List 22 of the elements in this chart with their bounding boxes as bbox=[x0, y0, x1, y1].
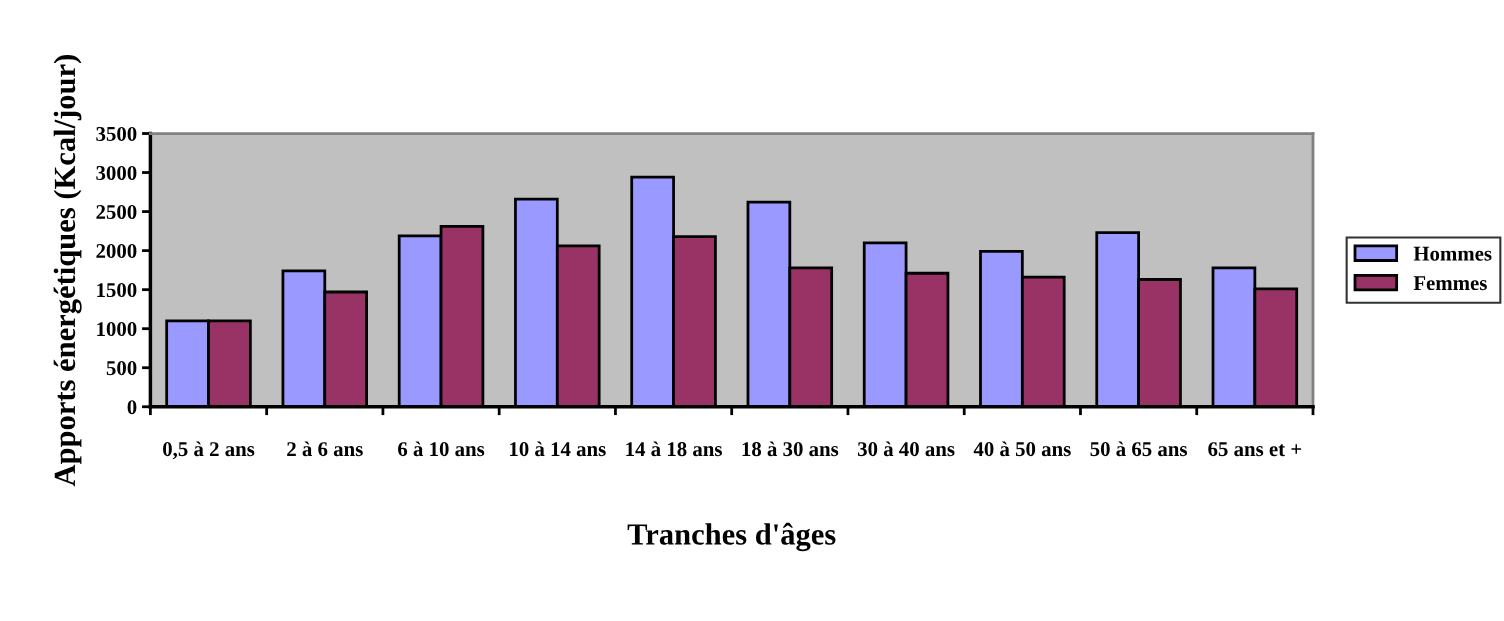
y-tick-label: 500 bbox=[106, 361, 137, 376]
x-tick-label: 50 à 65 ans bbox=[1090, 441, 1187, 457]
y-tick-label: 1000 bbox=[97, 322, 137, 337]
x-tick-label: 2 à 6 ans bbox=[287, 441, 363, 457]
x-tick-label: 18 à 30 ans bbox=[742, 441, 839, 457]
legend-label: Femmes bbox=[1413, 276, 1487, 291]
x-tick-label: 65 ans et + bbox=[1208, 442, 1302, 457]
y-tick-label: 2000 bbox=[96, 243, 137, 259]
y-tick-label: 1500 bbox=[97, 283, 137, 298]
y-tick-label: 3000 bbox=[96, 165, 137, 180]
x-tick-label: 0,5 à 2 ans bbox=[163, 441, 255, 460]
x-tick-label: 10 à 14 ans bbox=[510, 441, 606, 457]
x-tick-label: 14 à 18 ans bbox=[626, 441, 722, 457]
x-axis-title: Tranches d'âges bbox=[627, 522, 836, 552]
x-tick-label: 40 à 50 ans bbox=[973, 441, 1071, 457]
y-tick-label: 0 bbox=[127, 400, 137, 415]
x-tick-label: 30 à 40 ans bbox=[857, 441, 955, 457]
y-tick-label: 2500 bbox=[96, 204, 137, 220]
legend-label: Hommes bbox=[1413, 246, 1492, 261]
y-tick-label: 3500 bbox=[96, 126, 137, 141]
y-axis-title: Apports énergétiques (Kcal/jour) bbox=[53, 55, 82, 487]
x-tick-label: 6 à 10 ans bbox=[398, 441, 485, 457]
